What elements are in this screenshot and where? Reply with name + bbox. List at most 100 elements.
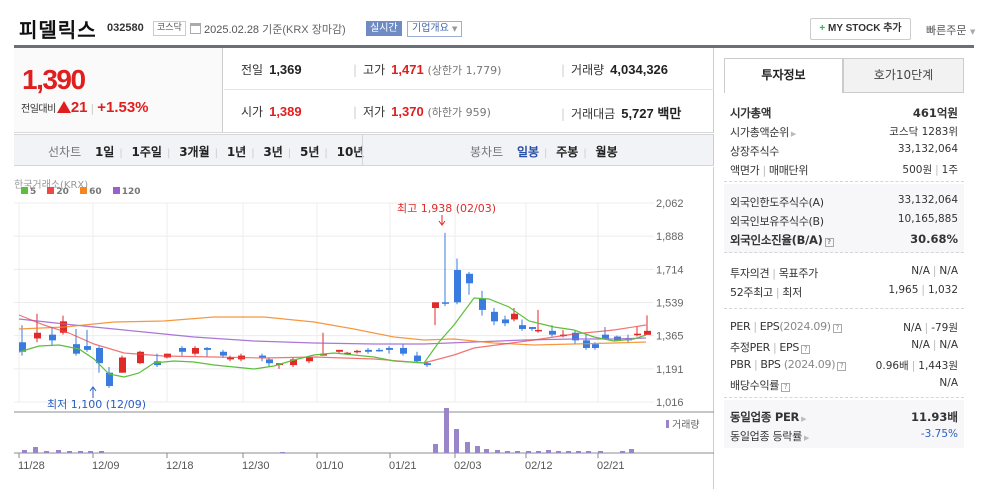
tab-3year[interactable]: 3년 [263,145,283,159]
w52-high-label: 52주최고 [730,286,773,299]
tab-10year[interactable]: 10년 [336,145,365,159]
stock-code: 032580 [107,22,144,34]
dividend-row: 배당수익률? N/A [730,377,958,392]
market-cap-row: 시가총액 461억원 [724,102,964,121]
foreign-limit-row: 외국인한도주식수(A) 33,132,064 [724,191,964,210]
realtime-button[interactable]: 실시간 [366,21,402,36]
unit-value: 1주 [941,164,958,176]
open: 시가 1,389 [241,103,302,120]
tab-1year[interactable]: 1년 [226,145,247,159]
tab-monthly[interactable]: 월봉 [595,145,618,159]
price-summary: 1,390 전일대비 21 | +1.53% 전일 1,369 | 고가 1,471 (상한… [14,48,714,133]
dividend-value: N/A [939,377,958,389]
svg-text:02/03: 02/03 [454,460,482,472]
tab-investment-info[interactable]: 투자정보 [724,58,843,93]
bps-value: 1,443원 [918,360,958,372]
help-icon[interactable]: ? [824,238,834,247]
change-row: 전일대비 21 | +1.53% [21,99,149,116]
w52-low-label: 최저 [782,286,802,299]
chart-period-tabs: 선차트 1일 | 1주일 | 3개월 | 1년 | 3년 | 5년 | 10년 봉차트 일봉… [14,134,714,166]
svg-text:12/18: 12/18 [166,460,194,472]
opinion-label: 투자의견 [730,267,770,280]
svg-text:1,016: 1,016 [656,397,684,409]
chart-legend: 5 20 60 120 [21,187,149,197]
candlestick-chart[interactable]: 2,062 1,888 1,714 1,539 1,365 1,191 1,016 11/28… [14,167,714,489]
market-cap-section: 시가총액 461억원 시가총액순위 ▶ 코스닥 1283위 상장주식수 33,132,0… [724,102,964,182]
industry-rate-label: 동일업종 등락률 [730,430,802,443]
tab-1day[interactable]: 1일 [94,145,115,159]
shares-value: 33,132,064 [897,143,958,155]
w52-high-value: 1,965 [888,284,919,296]
tab-weekly[interactable]: 주봉 [556,145,579,159]
industry-rate-row[interactable]: 동일업종 등락률 ▶ -3.75% [724,425,964,444]
high-label: 고가 [363,63,386,77]
opinion-value: N/A [911,265,930,277]
volume-label: 거래량 [571,63,605,77]
open-label: 시가 [241,105,264,119]
svg-text:최고 1,938 (02/03): 최고 1,938 (02/03) [397,202,496,215]
legend-ma20: 20 [47,187,69,197]
separator: | [561,63,566,77]
chevron-down-icon: ▼ [452,25,458,33]
triangle-up-icon [56,101,71,113]
change-percent: +1.53% [97,99,149,116]
chart-canvas[interactable]: 2,062 1,888 1,714 1,539 1,365 1,191 1,016 11/28… [14,167,714,489]
help-icon[interactable]: ? [801,345,811,354]
per-value: N/A [903,322,922,334]
investment-info-panel: 투자정보 호가10단계 시가총액 461억원 시가총액순위 ▶ 코스닥 1283위 상… [724,58,964,448]
foreign-hold-label: 외국인보유주식수(B) [730,215,824,228]
market-cap-value: 461억원 [912,106,958,120]
foreign-rate-value: 30.68% [910,232,958,246]
line-chart-tabs: 선차트 1일 | 1주일 | 3개월 | 1년 | 3년 | 5년 | 10년 [48,145,365,159]
chevron-down-icon: ▼ [969,28,976,36]
svg-text:1,539: 1,539 [656,298,684,310]
tab-daily[interactable]: 일봉 [516,145,540,159]
svg-text:01/21: 01/21 [389,460,417,472]
svg-text:1,365: 1,365 [656,331,684,343]
foreign-rate-row: 외국인소진율(B/A)? 30.68% [724,229,964,248]
trade-value: | 거래대금 5,727 백만 [561,103,681,122]
market-cap-rank-row[interactable]: 시가총액순위 ▶ 코스닥 1283위 [724,121,964,140]
market-cap-label: 시가총액 [730,106,772,120]
svg-text:02/21: 02/21 [597,460,625,472]
high-value: 1,471 [391,62,424,77]
help-icon[interactable]: ? [781,383,791,392]
price-stats: 전일 1,369 | 고가 1,471 (상한가 1,779) | 거래량 4,034,3… [224,48,714,132]
unit-label: 매매단위 [768,164,809,177]
est-per-row: 추정PER | EPS? N/A | N/A [730,339,958,354]
face-value-row: 액면가 | 매매단위 500원 | 1주 [730,164,958,177]
add-my-stock-button[interactable]: + MY STOCK 추가 [810,18,911,40]
quick-order-dropdown[interactable]: 빠른주문 ▼ [926,22,975,38]
stats-row: 시가 1,389 | 저가 1,370 (하한가 959) | 거래대금 5,727 백만 [224,90,714,132]
help-icon[interactable]: ? [832,324,842,333]
svg-text:11/28: 11/28 [18,460,45,472]
stock-header: 피델릭스 032580 코스닥 2025.02.28 기준(KRX 장마감) 실… [0,0,981,46]
low-label: 저가 [363,105,386,119]
company-info-dropdown[interactable]: 기업개요 ▼ [407,21,463,37]
shares-label: 상장주식수 [730,145,780,158]
separator: | [90,102,95,115]
tab-1week[interactable]: 1주일 [131,145,162,159]
help-icon[interactable]: ? [837,362,847,371]
change-label: 전일대비 [21,104,56,115]
svg-text:1,191: 1,191 [656,364,684,376]
line-chart-label: 선차트 [48,145,82,159]
tab-3month[interactable]: 3개월 [179,145,210,159]
change-value: 21 [70,99,88,116]
date-suffix: 기준(KRX 장마감) [262,24,346,36]
industry-per-row[interactable]: 동일업종 PER ▶ 11.93배 [724,406,964,425]
target-value: N/A [939,265,958,277]
tab-5year[interactable]: 5년 [300,145,320,159]
target-label: 목표주가 [778,267,819,280]
tab-order-book[interactable]: 호가10단계 [843,58,964,93]
industry-per-value: 11.93배 [911,410,958,424]
foreign-hold-value: 10,165,885 [897,213,958,225]
arrow-right-icon: ▶ [803,434,810,442]
svg-text:2,062: 2,062 [656,198,684,210]
low: | 저가 1,370 (하한가 959) [353,103,491,120]
separator: | [353,105,358,119]
stock-name: 피델릭스 [19,18,97,42]
quick-order-label: 빠른주문 [926,24,967,37]
current-price-box: 1,390 전일대비 21 | +1.53% [14,48,223,132]
industry-rate-value: -3.75% [920,428,958,440]
